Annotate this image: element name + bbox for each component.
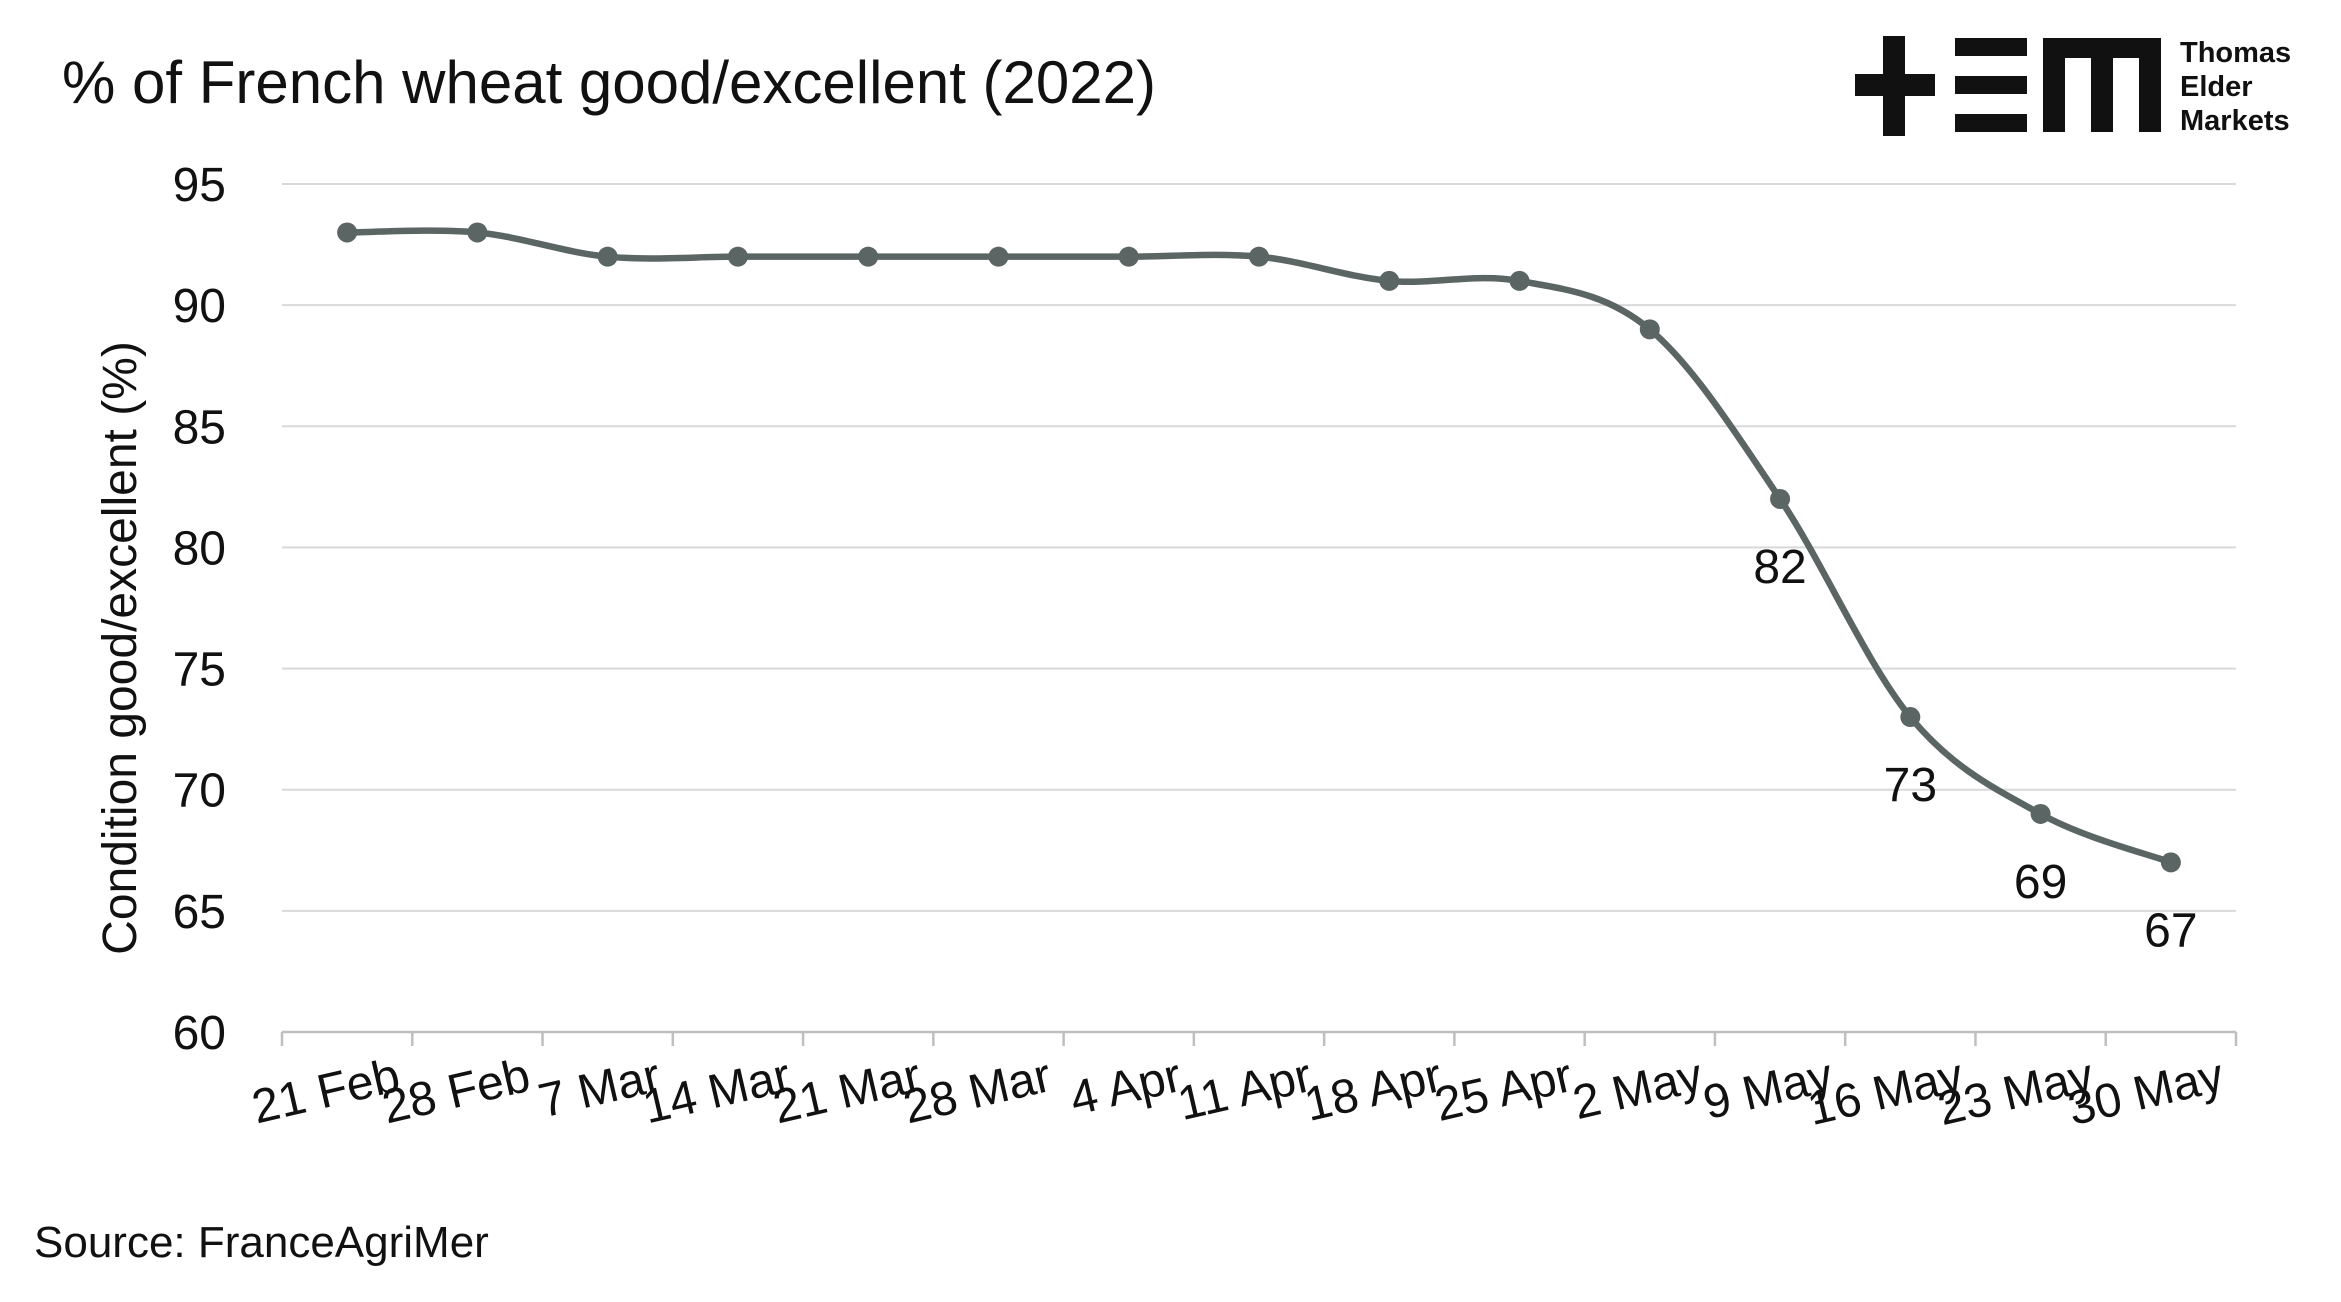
y-tick-label: 65	[173, 886, 226, 939]
data-point	[1770, 488, 1791, 509]
logo-word-3: Markets	[2180, 105, 2290, 137]
y-tick-label: 90	[173, 280, 226, 333]
data-label: 73	[1884, 759, 1937, 812]
y-tick-label: 95	[173, 159, 226, 212]
logo-plus-horizontal	[1855, 74, 1935, 96]
data-points	[337, 222, 2181, 873]
logo-bar-top	[1955, 38, 2027, 56]
data-point	[337, 222, 358, 243]
data-point	[1900, 707, 1921, 728]
x-tick-label: 28 Feb	[377, 1049, 535, 1134]
x-tick-label: 18 Apr	[1300, 1049, 1447, 1132]
gridlines	[282, 183, 2236, 912]
logo-word-2: Elder	[2180, 71, 2253, 103]
logo-m-left	[2043, 38, 2065, 132]
thomas-elder-markets-logo	[1855, 36, 2161, 136]
data-point	[467, 222, 488, 243]
x-tick-label: 2 May	[1568, 1049, 1707, 1130]
data-point	[597, 246, 618, 267]
x-tick-label: 4 Apr	[1065, 1049, 1186, 1126]
logo-wordmark: Thomas Elder Markets	[2180, 36, 2291, 138]
data-point	[2030, 803, 2051, 824]
data-point	[1249, 246, 1269, 267]
x-tick-label: 25 Apr	[1430, 1049, 1577, 1132]
y-tick-label: 70	[173, 765, 226, 818]
series-line-group	[343, 227, 2175, 866]
y-tick-label: 60	[173, 1007, 226, 1060]
x-tick-label: 11 Apr	[1173, 1049, 1317, 1131]
data-point	[1509, 270, 1530, 291]
series-line	[343, 227, 2175, 866]
y-axis-ticks: 60 65 70 75 80 85 90 95	[173, 159, 226, 1060]
data-labels: 82 73 69 67	[1753, 541, 2197, 957]
source-note: Source: FranceAgriMer	[34, 1218, 489, 1267]
data-point	[2160, 852, 2181, 873]
data-point	[988, 246, 1009, 267]
logo-bar-middle	[1955, 76, 2027, 94]
logo-m-center	[2091, 38, 2113, 132]
y-tick-label: 85	[173, 401, 226, 454]
data-point	[858, 246, 879, 267]
data-point	[1379, 270, 1400, 291]
y-axis-label: Condition good/excellent (%)	[94, 341, 147, 955]
data-label: 69	[2014, 856, 2067, 909]
x-tick-label: 28 Mar	[899, 1049, 1056, 1134]
logo-m-right	[2139, 38, 2161, 132]
data-label: 67	[2144, 904, 2197, 957]
logo-bar-bottom	[1955, 114, 2027, 132]
data-point	[1639, 319, 1660, 340]
data-label: 82	[1753, 541, 1806, 594]
data-point	[1118, 246, 1139, 267]
y-tick-label: 75	[173, 644, 226, 697]
y-tick-label: 80	[173, 522, 226, 575]
logo-word-1: Thomas	[2180, 37, 2292, 69]
chart-title: % of French wheat good/excellent (2022)	[62, 49, 1156, 116]
x-axis	[280, 1030, 2238, 1046]
data-point	[727, 246, 748, 267]
